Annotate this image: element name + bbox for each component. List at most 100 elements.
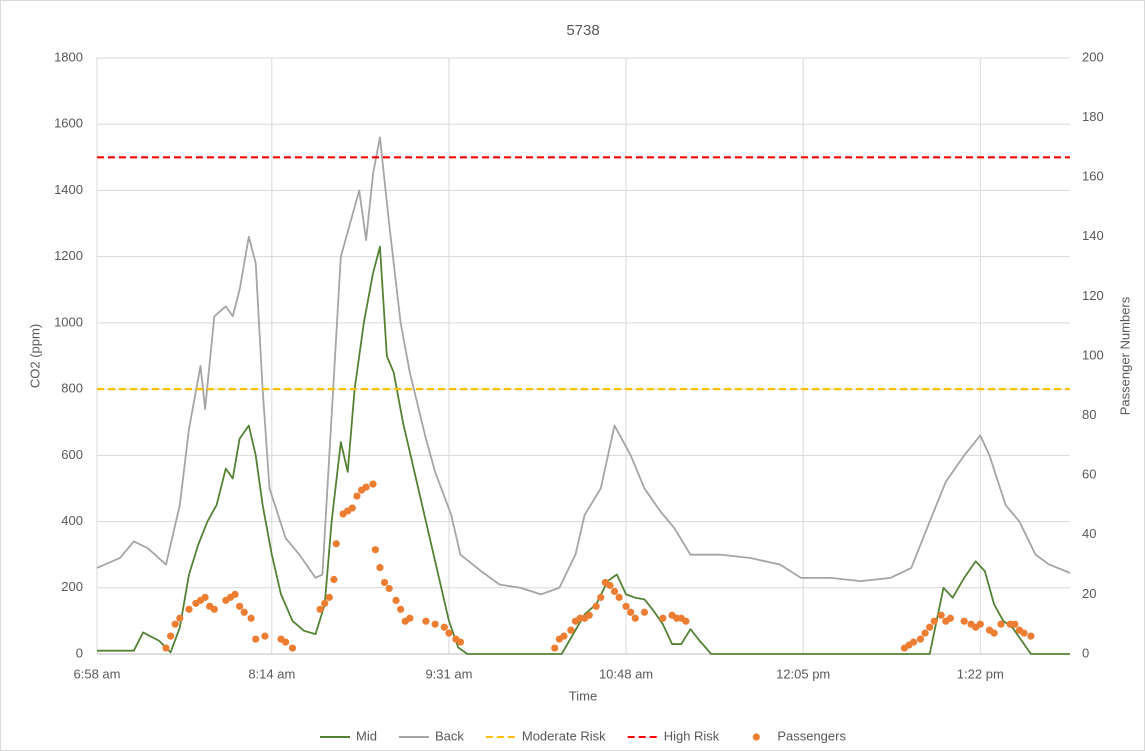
y2-tick-label: 180 [1082, 109, 1104, 124]
passenger-point [682, 617, 690, 625]
y2-tick-label: 40 [1082, 526, 1096, 541]
passenger-point [615, 593, 623, 601]
passenger-point [946, 614, 954, 622]
legend-label: Back [435, 728, 464, 743]
passenger-point [640, 608, 649, 616]
y2-tick-label: 100 [1082, 347, 1104, 362]
passenger-point [176, 614, 184, 622]
y-tick-label: 0 [76, 645, 83, 660]
passenger-point [332, 540, 340, 548]
y2-tick-label: 160 [1082, 169, 1104, 184]
y-tick-label: 400 [61, 513, 83, 528]
passenger-point [380, 578, 389, 587]
passenger-point [926, 623, 934, 631]
passenger-point [316, 605, 324, 613]
passenger-point [330, 575, 338, 584]
y-tick-label: 1200 [54, 248, 83, 263]
passenger-point [376, 563, 384, 572]
x-tick-label: 6:58 am [74, 666, 121, 681]
passenger-point [592, 602, 600, 610]
series-line [97, 245, 1070, 655]
passenger-point [990, 629, 998, 637]
passenger-point [930, 617, 938, 625]
passenger-point [1011, 620, 1019, 628]
y-tick-label: 1400 [54, 182, 83, 197]
passenger-point [385, 584, 393, 593]
passenger-point [1027, 632, 1035, 640]
y2-tick-label: 20 [1082, 586, 1096, 601]
passenger-point [1020, 629, 1028, 637]
passenger-point [397, 605, 405, 613]
legend-label: Mid [356, 728, 377, 743]
x-tick-label: 8:14 am [248, 666, 295, 681]
series-line [96, 136, 1071, 596]
y2-tick-label: 200 [1082, 49, 1104, 64]
passenger-point [610, 587, 619, 596]
passenger-point [247, 614, 255, 622]
x-tick-label: 1:22 pm [957, 666, 1004, 681]
y-tick-label: 1000 [54, 314, 83, 329]
y-tick-label: 1600 [54, 116, 83, 131]
passenger-point [921, 629, 929, 637]
passenger-point [282, 638, 290, 646]
passenger-point [288, 644, 297, 652]
passenger-point [440, 623, 448, 631]
passenger-point [392, 596, 400, 604]
y2-axis-label: Passenger Numbers [1117, 296, 1132, 415]
y2-tick-label: 80 [1082, 407, 1096, 422]
passenger-point [659, 614, 667, 622]
passenger-point [171, 620, 179, 628]
passenger-point [422, 617, 430, 625]
passenger-point [597, 593, 605, 601]
passenger-point [353, 492, 361, 500]
y2-tick-label: 140 [1082, 228, 1104, 243]
passenger-point [371, 546, 379, 554]
y2-tick-label: 120 [1082, 288, 1104, 303]
y-tick-label: 800 [61, 381, 83, 396]
passenger-point [551, 644, 559, 652]
passenger-point [201, 593, 209, 601]
x-tick-label: 12:05 pm [776, 666, 830, 681]
passenger-point [456, 638, 465, 646]
passenger-point [348, 504, 356, 512]
passenger-point [622, 602, 630, 610]
x-axis-label: Time [569, 688, 597, 703]
passenger-point [976, 620, 984, 628]
passenger-point [325, 593, 333, 601]
passenger-point [231, 590, 239, 599]
passenger-point [916, 635, 925, 643]
chart-title: 5738 [566, 22, 599, 39]
passenger-point [240, 608, 248, 616]
passenger-point [431, 620, 439, 628]
passenger-point [261, 632, 269, 640]
passenger-point [909, 638, 918, 646]
passenger-point [606, 581, 614, 590]
passenger-point [960, 617, 968, 625]
legend-label: Moderate Risk [522, 728, 606, 743]
y-tick-label: 600 [61, 447, 83, 462]
passenger-point [406, 614, 414, 622]
legend-marker [752, 733, 760, 741]
passenger-point [567, 626, 575, 634]
y2-tick-label: 0 [1082, 645, 1089, 660]
passenger-point [185, 605, 193, 613]
x-tick-label: 10:48 am [599, 666, 653, 681]
y-tick-label: 200 [61, 579, 83, 594]
x-tick-label: 9:31 am [425, 666, 472, 681]
passenger-point [369, 480, 377, 488]
passenger-point [627, 608, 635, 616]
passenger-point [631, 614, 639, 622]
passenger-point [997, 620, 1005, 628]
y-tick-label: 1800 [54, 49, 83, 64]
passenger-point [937, 611, 945, 619]
passenger-point [162, 644, 170, 652]
passenger-point [167, 632, 175, 640]
passenger-point [445, 629, 453, 637]
passenger-point [585, 611, 593, 619]
passenger-point [321, 599, 329, 607]
passenger-point [236, 602, 244, 610]
passenger-point [362, 483, 370, 491]
passenger-point [252, 635, 260, 643]
passenger-point [560, 632, 568, 640]
